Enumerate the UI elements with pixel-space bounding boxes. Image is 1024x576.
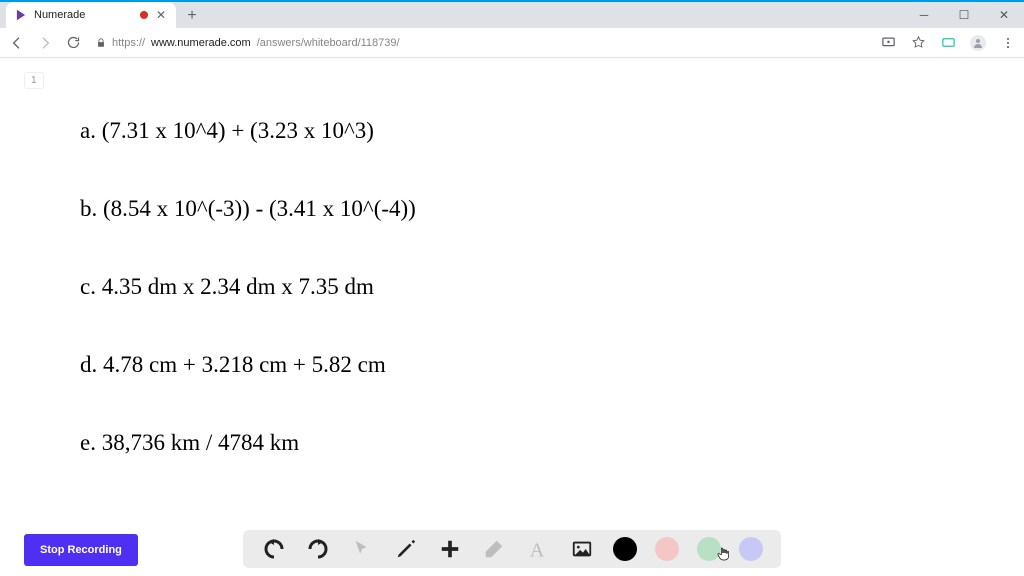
page-content: 1 a. (7.31 x 10^4) + (3.23 x 10^3) b. (8…: [0, 58, 1024, 576]
window-minimize-button[interactable]: ─: [904, 2, 944, 28]
text-tool-button[interactable]: A: [525, 536, 551, 562]
color-swatch-purple[interactable]: [739, 537, 763, 561]
browser-tab-strip: Numerade ✕ + ─ ☐ ✕: [0, 2, 1024, 28]
color-swatch-green[interactable]: [697, 537, 721, 561]
address-bar[interactable]: https:// www.numerade.com/answers/whitebo…: [92, 37, 870, 49]
url-path: /answers/whiteboard/118739/: [257, 37, 400, 49]
window-controls: ─ ☐ ✕: [904, 2, 1024, 28]
lock-icon: [96, 38, 106, 48]
numerade-favicon-icon: [14, 8, 28, 22]
stop-recording-button[interactable]: Stop Recording: [24, 534, 138, 566]
browser-tab[interactable]: Numerade ✕: [6, 2, 176, 28]
recording-indicator-icon: [140, 11, 148, 19]
question-list: a. (7.31 x 10^4) + (3.23 x 10^3) b. (8.5…: [80, 118, 944, 508]
question-a: a. (7.31 x 10^4) + (3.23 x 10^3): [80, 118, 944, 144]
window-maximize-button[interactable]: ☐: [944, 2, 984, 28]
url-host: www.numerade.com: [151, 37, 251, 49]
pen-tool-button[interactable]: [393, 536, 419, 562]
new-tab-button[interactable]: +: [180, 4, 204, 28]
pointer-tool-button[interactable]: [349, 536, 375, 562]
image-tool-button[interactable]: [569, 536, 595, 562]
nav-reload-button[interactable]: [64, 34, 82, 52]
tab-close-icon[interactable]: ✕: [154, 8, 168, 22]
color-swatch-black[interactable]: [613, 537, 637, 561]
svg-text:A: A: [530, 539, 545, 560]
window-close-button[interactable]: ✕: [984, 2, 1024, 28]
question-b: b. (8.54 x 10^(-3)) - (3.41 x 10^(-4)): [80, 196, 944, 222]
question-d: d. 4.78 cm + 3.218 cm + 5.82 cm: [80, 352, 944, 378]
browser-toolbar: https:// www.numerade.com/answers/whitebo…: [0, 28, 1024, 58]
add-tool-button[interactable]: [437, 536, 463, 562]
cast-icon[interactable]: [880, 35, 896, 51]
page-number-badge: 1: [24, 72, 44, 89]
bookmark-star-icon[interactable]: [910, 35, 926, 51]
tab-title: Numerade: [34, 9, 134, 21]
redo-button[interactable]: [305, 536, 331, 562]
extension-icon[interactable]: [940, 35, 956, 51]
question-c: c. 4.35 dm x 2.34 dm x 7.35 dm: [80, 274, 944, 300]
color-swatch-pink[interactable]: [655, 537, 679, 561]
nav-back-button[interactable]: [8, 34, 26, 52]
toolbar-right-icons: [880, 35, 1016, 51]
profile-avatar-icon[interactable]: [970, 35, 986, 51]
nav-forward-button[interactable]: [36, 34, 54, 52]
eraser-tool-button[interactable]: [481, 536, 507, 562]
url-scheme: https://: [112, 37, 145, 49]
undo-button[interactable]: [261, 536, 287, 562]
browser-menu-icon[interactable]: [1000, 35, 1016, 51]
whiteboard-toolbar: A: [243, 530, 781, 568]
question-e: e. 38,736 km / 4784 km: [80, 430, 944, 456]
